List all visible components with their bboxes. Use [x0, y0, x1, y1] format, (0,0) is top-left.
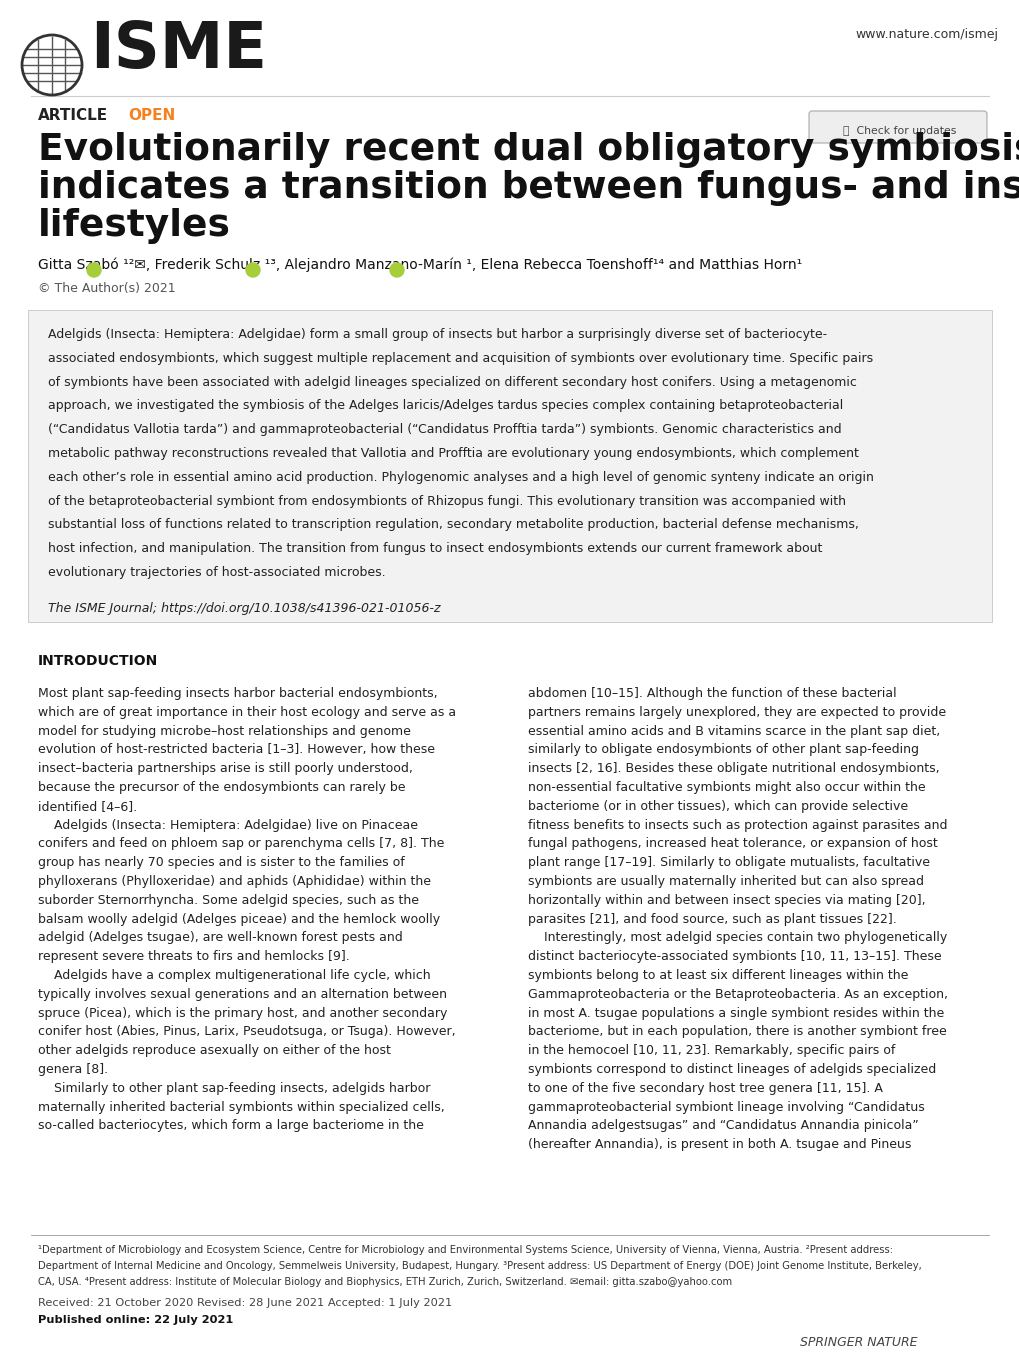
Text: iD: iD [393, 267, 399, 272]
Text: ARTICLE: ARTICLE [38, 108, 108, 123]
Text: approach, we investigated the symbiosis of the Adelges laricis/Adelges tardus sp: approach, we investigated the symbiosis … [48, 400, 843, 412]
Text: Similarly to other plant sap-feeding insects, adelgids harbor: Similarly to other plant sap-feeding ins… [38, 1081, 430, 1095]
Text: ¹Department of Microbiology and Ecosystem Science, Centre for Microbiology and E: ¹Department of Microbiology and Ecosyste… [38, 1245, 892, 1255]
Text: ISME: ISME [90, 19, 267, 81]
Text: similarly to obligate endosymbionts of other plant sap-feeding: similarly to obligate endosymbionts of o… [528, 744, 918, 756]
Text: non-essential facultative symbionts might also occur within the: non-essential facultative symbionts migh… [528, 780, 924, 794]
Text: parasites [21], and food source, such as plant tissues [22].: parasites [21], and food source, such as… [528, 913, 896, 925]
Text: represent severe threats to firs and hemlocks [9].: represent severe threats to firs and hem… [38, 950, 350, 963]
Text: (“Candidatus Vallotia tarda”) and gammaproteobacterial (“Candidatus Profftia tar: (“Candidatus Vallotia tarda”) and gammap… [48, 423, 841, 436]
Text: bacteriome (or in other tissues), which can provide selective: bacteriome (or in other tissues), which … [528, 799, 907, 813]
Text: symbionts correspond to distinct lineages of adelgids specialized: symbionts correspond to distinct lineage… [528, 1064, 935, 1076]
Text: spruce (Picea), which is the primary host, and another secondary: spruce (Picea), which is the primary hos… [38, 1007, 447, 1019]
Text: typically involves sexual generations and an alternation between: typically involves sexual generations an… [38, 988, 446, 1001]
Text: of the betaproteobacterial symbiont from endosymbionts of Rhizopus fungi. This e: of the betaproteobacterial symbiont from… [48, 495, 845, 508]
Text: Received: 21 October 2020 Revised: 28 June 2021 Accepted: 1 July 2021: Received: 21 October 2020 Revised: 28 Ju… [38, 1298, 451, 1308]
FancyBboxPatch shape [28, 310, 991, 622]
Text: fungal pathogens, increased heat tolerance, or expansion of host: fungal pathogens, increased heat toleran… [528, 837, 936, 851]
Circle shape [246, 263, 260, 276]
Text: Gammaproteobacteria or the Betaproteobacteria. As an exception,: Gammaproteobacteria or the Betaproteobac… [528, 988, 947, 1001]
Text: gammaproteobacterial symbiont lineage involving “Candidatus: gammaproteobacterial symbiont lineage in… [528, 1100, 924, 1114]
Text: INTRODUCTION: INTRODUCTION [38, 654, 158, 668]
Text: other adelgids reproduce asexually on either of the host: other adelgids reproduce asexually on ei… [38, 1045, 390, 1057]
Text: CA, USA. ⁴Present address: Institute of Molecular Biology and Biophysics, ETH Zu: CA, USA. ⁴Present address: Institute of … [38, 1276, 732, 1287]
Text: each other’s role in essential amino acid production. Phylogenomic analyses and : each other’s role in essential amino aci… [48, 470, 873, 484]
Text: Adelgids (Insecta: Hemiptera: Adelgidae) live on Pinaceae: Adelgids (Insecta: Hemiptera: Adelgidae)… [38, 818, 418, 832]
Text: bacteriome, but in each population, there is another symbiont free: bacteriome, but in each population, ther… [528, 1026, 946, 1038]
Text: Annandia adelgestsugas” and “Candidatus Annandia pinicola”: Annandia adelgestsugas” and “Candidatus … [528, 1119, 918, 1133]
Text: metabolic pathway reconstructions revealed that Vallotia and Profftia are evolut: metabolic pathway reconstructions reveal… [48, 447, 858, 459]
Text: fitness benefits to insects such as protection against parasites and: fitness benefits to insects such as prot… [528, 818, 947, 832]
Text: model for studying microbe–host relationships and genome: model for studying microbe–host relation… [38, 725, 411, 737]
Text: Gitta Szabó ¹²✉, Frederik Schulz ¹³, Alejandro Manzano-Marín ¹, Elena Rebecca To: Gitta Szabó ¹²✉, Frederik Schulz ¹³, Ale… [38, 257, 802, 272]
Text: phylloxerans (Phylloxeridae) and aphids (Aphididae) within the: phylloxerans (Phylloxeridae) and aphids … [38, 875, 431, 888]
Text: iD: iD [250, 267, 256, 272]
Text: abdomen [10–15]. Although the function of these bacterial: abdomen [10–15]. Although the function o… [528, 687, 896, 701]
Text: © The Author(s) 2021: © The Author(s) 2021 [38, 282, 175, 295]
Text: essential amino acids and B vitamins scarce in the plant sap diet,: essential amino acids and B vitamins sca… [528, 725, 940, 737]
Text: to one of the five secondary host tree genera [11, 15]. A: to one of the five secondary host tree g… [528, 1081, 882, 1095]
Text: (hereafter Annandia), is present in both A. tsugae and Pineus: (hereafter Annandia), is present in both… [528, 1138, 911, 1152]
Text: partners remains largely unexplored, they are expected to provide: partners remains largely unexplored, the… [528, 706, 946, 718]
Text: group has nearly 70 species and is sister to the families of: group has nearly 70 species and is siste… [38, 856, 405, 869]
Text: lifestyles: lifestyles [38, 209, 230, 244]
Text: The ISME Journal; https://doi.org/10.1038/s41396-021-01056-z: The ISME Journal; https://doi.org/10.103… [48, 602, 440, 615]
Text: genera [8].: genera [8]. [38, 1064, 108, 1076]
Text: Evolutionarily recent dual obligatory symbiosis among adelgids: Evolutionarily recent dual obligatory sy… [38, 131, 1019, 168]
Text: associated endosymbionts, which suggest multiple replacement and acquisition of : associated endosymbionts, which suggest … [48, 352, 872, 364]
Text: horizontally within and between insect species via mating [20],: horizontally within and between insect s… [528, 894, 924, 906]
Text: host infection, and manipulation. The transition from fungus to insect endosymbi: host infection, and manipulation. The tr… [48, 542, 821, 556]
Text: iD: iD [91, 267, 97, 272]
Text: evolution of host-restricted bacteria [1–3]. However, how these: evolution of host-restricted bacteria [1… [38, 744, 434, 756]
Text: adelgid (Adelges tsugae), are well-known forest pests and: adelgid (Adelges tsugae), are well-known… [38, 931, 403, 944]
Text: SPRINGER NATURE: SPRINGER NATURE [799, 1336, 917, 1350]
Text: Department of Internal Medicine and Oncology, Semmelweis University, Budapest, H: Department of Internal Medicine and Onco… [38, 1262, 921, 1271]
Text: in most A. tsugae populations a single symbiont resides within the: in most A. tsugae populations a single s… [528, 1007, 944, 1019]
Text: symbionts are usually maternally inherited but can also spread: symbionts are usually maternally inherit… [528, 875, 923, 888]
Text: insect–bacteria partnerships arise is still poorly understood,: insect–bacteria partnerships arise is st… [38, 763, 413, 775]
Text: distinct bacteriocyte-associated symbionts [10, 11, 13–15]. These: distinct bacteriocyte-associated symbion… [528, 950, 941, 963]
Text: evolutionary trajectories of host-associated microbes.: evolutionary trajectories of host-associ… [48, 566, 385, 579]
Text: identified [4–6].: identified [4–6]. [38, 799, 137, 813]
Text: conifer host (Abies, Pinus, Larix, Pseudotsuga, or Tsuga). However,: conifer host (Abies, Pinus, Larix, Pseud… [38, 1026, 455, 1038]
Text: symbionts belong to at least six different lineages within the: symbionts belong to at least six differe… [528, 969, 908, 982]
Text: www.nature.com/ismej: www.nature.com/ismej [854, 28, 997, 41]
Text: in the hemocoel [10, 11, 23]. Remarkably, specific pairs of: in the hemocoel [10, 11, 23]. Remarkably… [528, 1045, 895, 1057]
Text: because the precursor of the endosymbionts can rarely be: because the precursor of the endosymbion… [38, 780, 406, 794]
Text: of symbionts have been associated with adelgid lineages specialized on different: of symbionts have been associated with a… [48, 375, 856, 389]
Text: insects [2, 16]. Besides these obligate nutritional endosymbionts,: insects [2, 16]. Besides these obligate … [528, 763, 938, 775]
Text: which are of great importance in their host ecology and serve as a: which are of great importance in their h… [38, 706, 455, 718]
Text: 📋  Check for updates: 📋 Check for updates [843, 126, 956, 136]
Text: indicates a transition between fungus- and insect-associated: indicates a transition between fungus- a… [38, 169, 1019, 206]
Text: Adelgids (Insecta: Hemiptera: Adelgidae) form a small group of insects but harbo: Adelgids (Insecta: Hemiptera: Adelgidae)… [48, 328, 826, 341]
Text: Most plant sap-feeding insects harbor bacterial endosymbionts,: Most plant sap-feeding insects harbor ba… [38, 687, 437, 701]
Text: Adelgids have a complex multigenerational life cycle, which: Adelgids have a complex multigenerationa… [38, 969, 430, 982]
Text: balsam woolly adelgid (Adelges piceae) and the hemlock woolly: balsam woolly adelgid (Adelges piceae) a… [38, 913, 439, 925]
Circle shape [87, 263, 101, 276]
Text: substantial loss of functions related to transcription regulation, secondary met: substantial loss of functions related to… [48, 519, 858, 531]
Text: Interestingly, most adelgid species contain two phylogenetically: Interestingly, most adelgid species cont… [528, 931, 947, 944]
Circle shape [389, 263, 404, 276]
Text: suborder Sternorrhyncha. Some adelgid species, such as the: suborder Sternorrhyncha. Some adelgid sp… [38, 894, 419, 906]
Text: plant range [17–19]. Similarly to obligate mutualists, facultative: plant range [17–19]. Similarly to obliga… [528, 856, 929, 869]
Text: conifers and feed on phloem sap or parenchyma cells [7, 8]. The: conifers and feed on phloem sap or paren… [38, 837, 444, 851]
Text: maternally inherited bacterial symbionts within specialized cells,: maternally inherited bacterial symbionts… [38, 1100, 444, 1114]
Text: Published online: 22 July 2021: Published online: 22 July 2021 [38, 1314, 233, 1325]
Text: so-called bacteriocytes, which form a large bacteriome in the: so-called bacteriocytes, which form a la… [38, 1119, 424, 1133]
Text: OPEN: OPEN [127, 108, 175, 123]
FancyBboxPatch shape [808, 111, 986, 144]
